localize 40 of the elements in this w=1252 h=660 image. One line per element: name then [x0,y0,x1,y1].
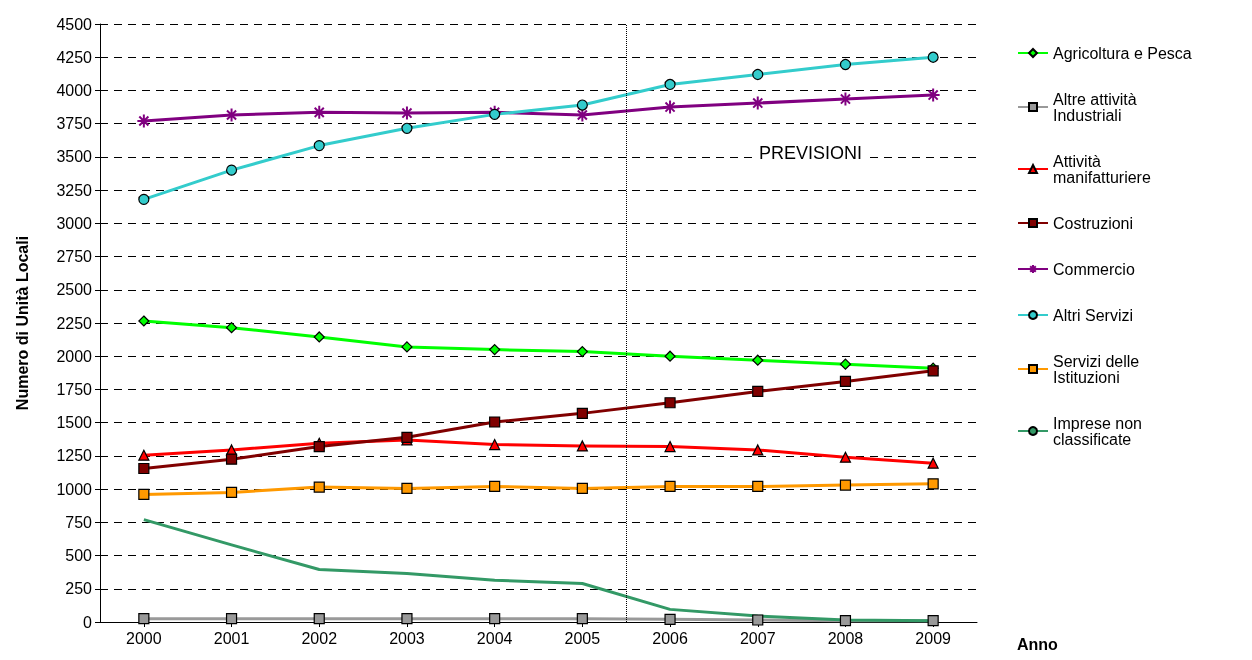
y-tick-label: 500 [65,547,93,565]
x-tick-label: 2009 [915,629,952,647]
y-tick-label: 3500 [56,148,93,166]
legend-label: Commercio [1053,260,1135,278]
legend-label: Attività manifatturiere [1053,152,1151,186]
y-tick-label: 4500 [56,15,93,33]
x-tick-label: 2003 [389,629,425,647]
y-tick-label: 2000 [56,347,93,365]
y-tick-label: 2250 [56,314,93,332]
x-tick-label: 2005 [564,629,601,647]
legend-label: Costruzioni [1053,214,1134,232]
y-tick-label: 3250 [56,181,93,199]
x-tick-label: 2001 [213,629,250,647]
y-tick-label: 3750 [56,115,93,133]
y-tick-label: 250 [65,580,93,598]
y-tick-label: 2500 [56,281,93,299]
y-tick-label: 4000 [56,81,93,99]
x-tick-label: 2002 [301,629,338,647]
y-tick-label: 0 [83,613,93,631]
x-axis-title: Anno [1017,635,1059,653]
legend-label: Altri Servizi [1053,306,1134,324]
annotation: PREVISIONI [759,143,863,163]
y-tick-label: 2750 [56,248,93,266]
x-tick-label: 2007 [739,629,776,647]
legend-label: Agricoltura e Pesca [1053,44,1192,62]
legend-label: Imprese non classificate [1053,414,1147,448]
y-tick-label: 1500 [56,414,93,432]
y-axis-title: Numero di Unità Locali [13,235,31,411]
y-tick-label: 1000 [56,480,93,498]
x-tick-label: 2008 [827,629,864,647]
legend-label: Servizi delle Istituzioni [1053,352,1144,386]
y-tick-label: 750 [65,513,93,531]
y-tick-label: 1750 [56,380,93,398]
y-tick-label: 4250 [56,48,93,66]
y-tick-label: 1250 [56,447,93,465]
x-tick-label: 2004 [476,629,513,647]
y-tick-label: 3000 [56,214,93,232]
x-tick-label: 2006 [652,629,688,647]
x-tick-label: 2000 [126,629,162,647]
legend-label: Altre attività Industriali [1053,90,1142,124]
